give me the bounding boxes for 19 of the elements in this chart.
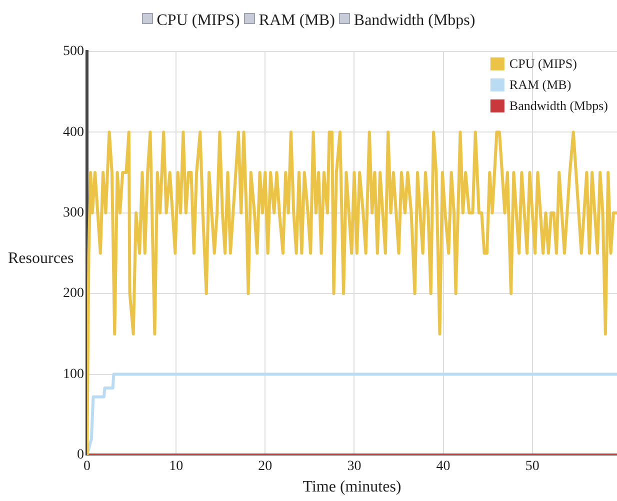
x-tick-label: 10 (169, 459, 184, 474)
legend-label: CPU (MIPS) (509, 56, 577, 71)
x-tick-label: 20 (258, 459, 272, 474)
y-tick-label: 500 (63, 44, 84, 60)
text: CPU (MIPS) (156, 12, 240, 29)
x-tick-label: 50 (525, 459, 540, 474)
y-tick-label: 200 (63, 286, 84, 302)
x-tick-label: 30 (347, 459, 362, 474)
y-tick-label: 0 (77, 448, 84, 463)
legend-label: Bandwidth (Mbps) (509, 98, 608, 113)
x-tick-label: 40 (436, 459, 450, 474)
x-axis-title: Time (minutes) (302, 478, 402, 496)
y-tick-label: 400 (63, 124, 84, 140)
text: Bandwidth (Mbps) (354, 12, 476, 29)
y-axis-title: Resources (8, 250, 74, 268)
y-tick-label: 300 (63, 206, 84, 221)
y-tick-label: 100 (63, 366, 84, 382)
text: RAM (MB) (258, 12, 335, 29)
legend-label: RAM (MB) (509, 76, 572, 92)
